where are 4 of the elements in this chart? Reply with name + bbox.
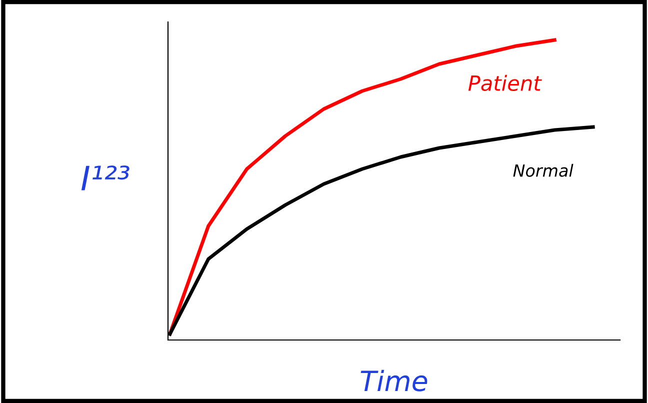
series-label: Normal [513,164,574,177]
series-label: Patient [468,74,542,92]
x-axis-title: Time [360,370,428,392]
y-axis-title: I¹²³ [81,165,130,190]
